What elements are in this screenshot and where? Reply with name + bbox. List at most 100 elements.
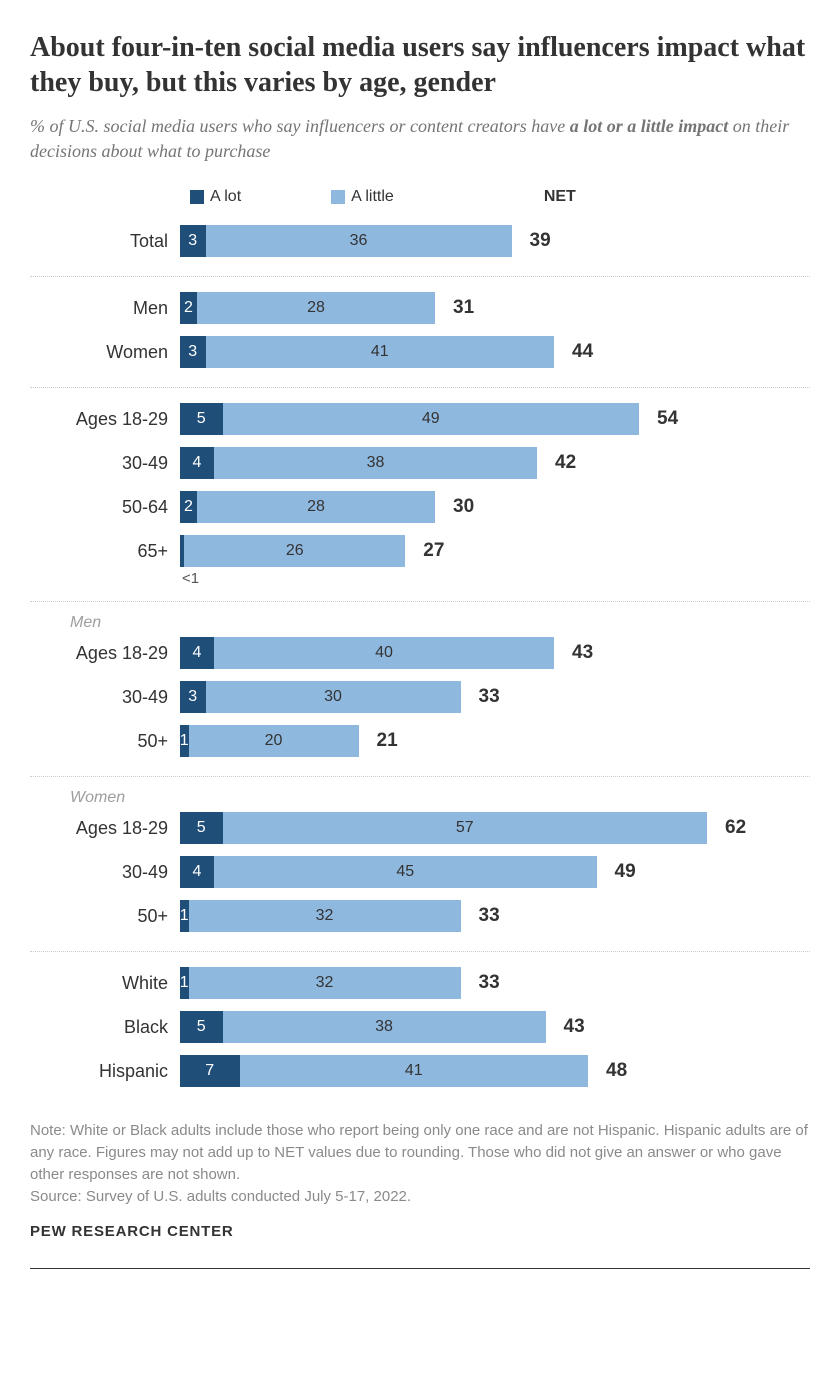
- bar-segment-alot: 5: [180, 812, 223, 844]
- bar-area: 330 33: [180, 681, 810, 713]
- net-value: 33: [479, 686, 500, 708]
- bar-segment-alittle: 30: [206, 681, 461, 713]
- row-label: Ages 18-29: [30, 409, 180, 430]
- brand: PEW RESEARCH CENTER: [30, 1223, 810, 1258]
- bar-row: Black538 43: [30, 1008, 810, 1046]
- net-value: 31: [453, 297, 474, 319]
- bar-area: 741 48: [180, 1055, 810, 1087]
- bar-segment-alot: 2: [180, 491, 197, 523]
- net-value: 30: [453, 496, 474, 518]
- bar-segment-alittle: 45: [214, 856, 597, 888]
- bar-segment-alittle: 49: [223, 403, 640, 435]
- row-label: Total: [30, 231, 180, 252]
- bar-segment-alot: 2: [180, 292, 197, 324]
- net-value: 54: [657, 408, 678, 430]
- row-label: 30-49: [30, 862, 180, 883]
- group-label: Women: [70, 789, 810, 807]
- bar-segment-alittle: 36: [206, 225, 512, 257]
- bar-row: Ages 18-2955762: [30, 809, 810, 847]
- bar-row: 50-64228 30: [30, 488, 810, 526]
- row-label: 30-49: [30, 687, 180, 708]
- bar-chart: Total33639Men22831Women34144Ages 18-2954…: [30, 216, 810, 1102]
- chart-group: MenAges 18-294404330-493303350+12021: [30, 601, 810, 772]
- bar-segment-alittle: 26: [184, 535, 405, 567]
- bar-segment-alot: 4: [180, 447, 214, 479]
- row-label: Men: [30, 298, 180, 319]
- row-label: 50-64: [30, 497, 180, 518]
- bar-area: 34144: [180, 336, 810, 368]
- net-value: 49: [615, 861, 636, 883]
- bar-row: Ages 18-2944043: [30, 634, 810, 672]
- bar-area: 44043: [180, 637, 810, 669]
- chart-group: Ages 18-29549 54 30-49438 42 50-64228 30 65+26…: [30, 387, 810, 597]
- bar-segment-alittle: 32: [189, 967, 461, 999]
- net-value: 43: [564, 1016, 585, 1038]
- net-value: 21: [377, 730, 398, 752]
- bar-segment-alittle: 38: [214, 447, 537, 479]
- bar-segment-alittle: 41: [240, 1055, 589, 1087]
- row-label: Black: [30, 1017, 180, 1038]
- bar-segment-alittle: 32: [189, 900, 461, 932]
- bar-area: 26 27: [180, 535, 810, 567]
- chart-group: White13233Black53843Hispanic74148: [30, 951, 810, 1102]
- net-value: 48: [606, 1060, 627, 1082]
- bar-segment-alittle: 20: [189, 725, 359, 757]
- bar-row: 65+26 27: [30, 532, 810, 570]
- bar-segment-alot: 3: [180, 225, 206, 257]
- bar-segment-alot: 5: [180, 403, 223, 435]
- legend: A lot A little NET: [190, 188, 810, 206]
- swatch-alot: [190, 190, 204, 204]
- bar-segment-alittle: 38: [223, 1011, 546, 1043]
- row-label: 30-49: [30, 453, 180, 474]
- bar-area: 549 54: [180, 403, 810, 435]
- bar-segment-alot: 3: [180, 681, 206, 713]
- bar-segment-alot: 1: [180, 900, 189, 932]
- bar-row: Men22831: [30, 289, 810, 327]
- legend-label-alittle: A little: [351, 188, 394, 206]
- bar-row: 50+13233: [30, 897, 810, 935]
- row-label: 50+: [30, 731, 180, 752]
- chart-title: About four-in-ten social media users say…: [30, 30, 810, 100]
- bar-segment-alittle: 28: [197, 491, 435, 523]
- row-label: Ages 18-29: [30, 818, 180, 839]
- row-label: 65+: [30, 541, 180, 562]
- bar-row: 30-49330 33: [30, 678, 810, 716]
- bar-segment-alot: 4: [180, 637, 214, 669]
- bar-segment-alot: 5: [180, 1011, 223, 1043]
- legend-label-alot: A lot: [210, 188, 241, 206]
- bar-segment-alot: 7: [180, 1055, 240, 1087]
- chart-subtitle: % of U.S. social media users who say inf…: [30, 114, 810, 164]
- row-label: White: [30, 973, 180, 994]
- bar-area: 22831: [180, 292, 810, 324]
- bar-area: 33639: [180, 225, 810, 257]
- net-value: 44: [572, 341, 593, 363]
- bar-row: 30-49445 49: [30, 853, 810, 891]
- bar-area: 445 49: [180, 856, 810, 888]
- subtitle-pre: % of U.S. social media users who say inf…: [30, 116, 570, 136]
- legend-item-alot: A lot: [190, 188, 241, 206]
- bar-segment-alot: 1: [180, 967, 189, 999]
- bar-area: 55762: [180, 812, 810, 844]
- chart-group: WomenAges 18-295576230-494454950+13233: [30, 776, 810, 947]
- bar-row: White132 33: [30, 964, 810, 1002]
- bar-row: 30-49438 42: [30, 444, 810, 482]
- net-value: 33: [479, 972, 500, 994]
- bar-area: 12021: [180, 725, 810, 757]
- row-label: 50+: [30, 906, 180, 927]
- chart-group: Total33639: [30, 216, 810, 272]
- footer-rule: [30, 1268, 810, 1269]
- bar-area: 538 43: [180, 1011, 810, 1043]
- bar-segment-alot: 3: [180, 336, 206, 368]
- net-value: 27: [423, 540, 444, 562]
- bar-row: 50+12021: [30, 722, 810, 760]
- row-label: Ages 18-29: [30, 643, 180, 664]
- bar-row: Hispanic74148: [30, 1052, 810, 1090]
- bar-row: Total33639: [30, 222, 810, 260]
- bar-segment-alot: 4: [180, 856, 214, 888]
- value-below-bar: <1: [182, 570, 810, 587]
- bar-segment-alittle: 57: [223, 812, 708, 844]
- subtitle-emphasis: a lot or a little impact: [570, 116, 729, 136]
- swatch-alittle: [331, 190, 345, 204]
- bar-row: Ages 18-29549 54: [30, 400, 810, 438]
- net-value: 42: [555, 452, 576, 474]
